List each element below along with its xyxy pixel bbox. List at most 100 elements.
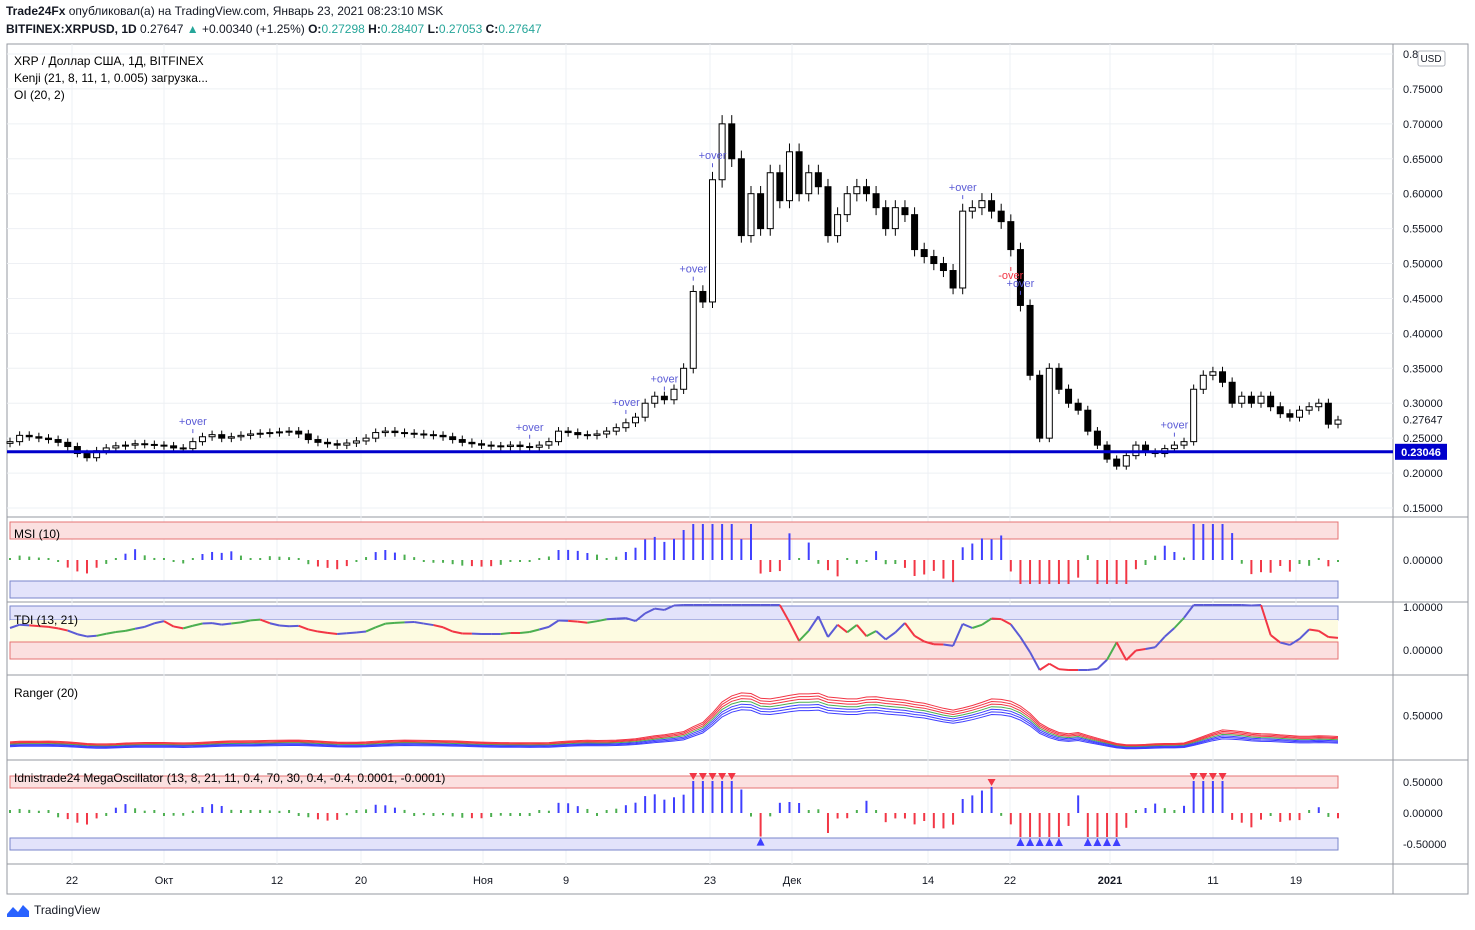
- candle-body-112: [1084, 409, 1092, 432]
- candle-body-128: [1238, 395, 1246, 404]
- candle-body-95: [920, 249, 928, 258]
- price-tick-0: 0.8: [1403, 49, 1418, 61]
- tdi-seg-29: [279, 624, 290, 628]
- candle-body-91: [882, 207, 890, 230]
- candle-body-12: [121, 444, 129, 447]
- tdi-seg-87: [836, 623, 848, 634]
- tdi-seg-7: [67, 629, 78, 636]
- over-label-1: +over: [516, 422, 544, 434]
- candle-body-100: [968, 207, 976, 212]
- tdi-seg-98: [943, 643, 954, 647]
- time-label-11: 11: [1207, 875, 1218, 887]
- candle-body-131: [1267, 395, 1275, 408]
- over-label-4: +over: [679, 264, 707, 276]
- candle-body-124: [1199, 374, 1207, 390]
- tdi-seg-62: [596, 618, 607, 623]
- mega-sell-marker-102: [987, 778, 996, 786]
- tdi-seg-17: [163, 620, 175, 628]
- candle-body-88: [853, 186, 861, 195]
- tdi-seg-18: [173, 625, 184, 630]
- candle-body-69: [670, 388, 678, 401]
- tdi-seg-119: [1145, 646, 1156, 650]
- tdi-seg-109: [1048, 662, 1060, 671]
- candle-body-28: [275, 431, 283, 434]
- over-label-7: +over: [1007, 278, 1035, 290]
- mega-buy-marker-106: [1026, 838, 1035, 846]
- candle-body-116: [1122, 455, 1130, 467]
- tdi-seg-96: [923, 640, 935, 646]
- tdi-seg-47: [452, 630, 463, 635]
- candle-body-71: [689, 290, 697, 369]
- candle-body-59: [574, 432, 582, 436]
- tdi-seg-14: [134, 625, 145, 630]
- time-label-2: 12: [271, 875, 283, 887]
- tdi-seg-13: [125, 627, 136, 632]
- tradingview-logo[interactable]: TradingView: [6, 902, 100, 918]
- author-name[interactable]: Trade24Fx: [6, 4, 66, 18]
- candle-body-11: [112, 445, 120, 449]
- candle-body-27: [266, 432, 274, 435]
- tdi-seg-84: [807, 615, 820, 632]
- candle-body-67: [651, 395, 659, 404]
- candle-body-18: [179, 447, 187, 450]
- msi-tick: 0.00000: [1403, 555, 1443, 567]
- last-price: 0.27647: [140, 22, 184, 36]
- tdi-seg-115: [1106, 641, 1118, 661]
- high-value: 0.28407: [380, 22, 425, 36]
- low-value: 0.27053: [438, 22, 483, 36]
- tdi-seg-106: [1019, 636, 1031, 653]
- candle-body-38: [372, 432, 380, 439]
- over-label-9: +over: [1160, 420, 1188, 432]
- tdi-seg-133: [1280, 641, 1291, 646]
- candle-body-113: [1093, 430, 1101, 446]
- mega-sell-marker-75: [727, 773, 736, 780]
- tdi-seg-39: [375, 622, 386, 629]
- candle-body-39: [381, 430, 389, 434]
- candle-body-43: [420, 433, 428, 436]
- price-change: +0.00340 (+1.25%): [202, 22, 305, 36]
- candle-body-79: [766, 172, 774, 230]
- tdi-seg-135: [1298, 628, 1310, 640]
- candle-body-22: [218, 434, 226, 439]
- tdi-tick-0: 0.00000: [1403, 645, 1443, 657]
- candle-body-34: [333, 443, 341, 446]
- tdi-seg-24: [231, 621, 242, 625]
- candle-body-106: [1026, 304, 1034, 376]
- tdi-seg-81: [778, 604, 791, 623]
- tdi-seg-118: [1135, 648, 1146, 652]
- tdi-seg-56: [539, 625, 550, 631]
- price-tick-5: 0.55000: [1403, 224, 1443, 236]
- tdi-seg-85: [817, 615, 829, 638]
- tdi-seg-94: [904, 622, 916, 637]
- main-legend-title: XRP / Доллар США, 1Д, BITFINEX: [14, 54, 204, 68]
- candle-body-122: [1180, 441, 1188, 446]
- price-tick-1: 0.75000: [1403, 84, 1443, 96]
- candle-body-6: [64, 441, 72, 448]
- tdi-seg-55: [529, 628, 540, 633]
- tdi-seg-28: [269, 622, 280, 627]
- tdi-seg-40: [385, 621, 396, 625]
- msi-legend: MSI (10): [14, 527, 60, 541]
- candle-body-40: [391, 430, 399, 434]
- mega-buy-marker-109: [1054, 838, 1063, 846]
- tdi-seg-105: [1010, 623, 1022, 638]
- currency-button[interactable]: [1417, 50, 1446, 67]
- tdi-seg-117: [1125, 649, 1137, 661]
- ranger-tick: 0.50000: [1403, 711, 1443, 723]
- tdi-seg-25: [240, 619, 251, 624]
- time-label-6: 23: [704, 875, 716, 887]
- over-label-0: +over: [179, 416, 207, 428]
- candle-body-105: [1016, 249, 1024, 306]
- candle-body-33: [324, 441, 332, 445]
- tdi-seg-116: [1115, 641, 1128, 661]
- tdi-seg-113: [1087, 667, 1098, 671]
- tdi-seg-90: [865, 630, 877, 638]
- candle-body-46: [449, 436, 457, 441]
- candle-body-89: [862, 186, 870, 195]
- candle-body-70: [680, 367, 688, 390]
- tdi-seg-12: [115, 629, 126, 633]
- candle-body-73: [708, 179, 716, 303]
- tdi-seg-132: [1270, 634, 1281, 644]
- tdi-seg-3: [29, 624, 39, 628]
